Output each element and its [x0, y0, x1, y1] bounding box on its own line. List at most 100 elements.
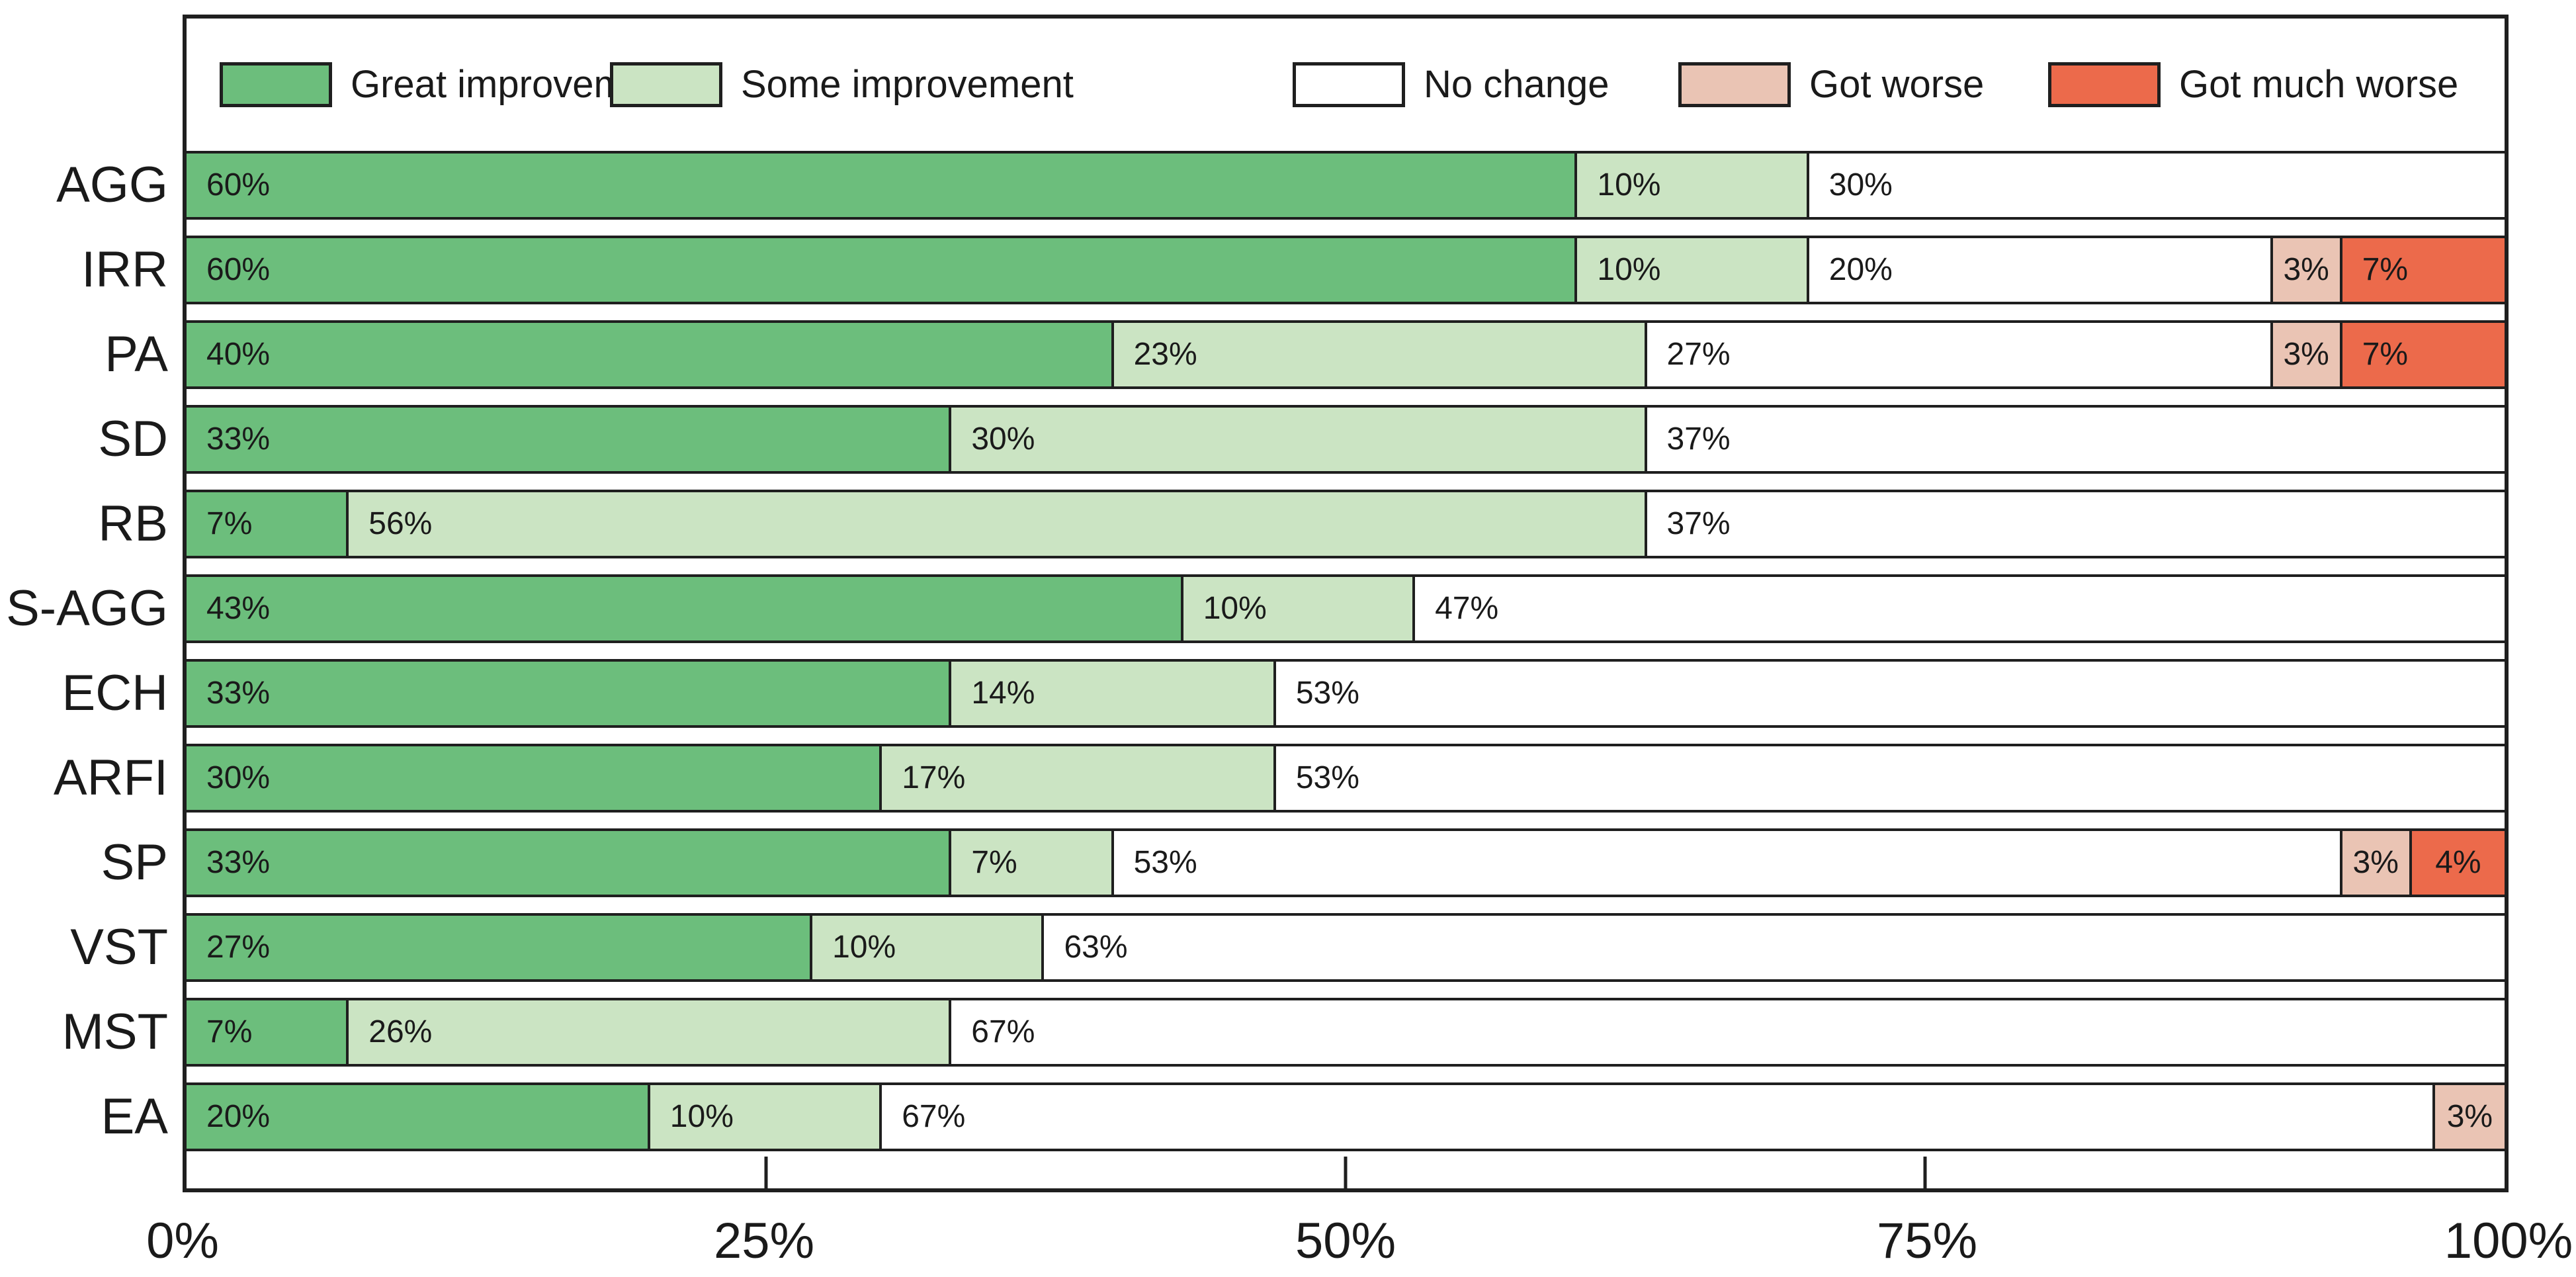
segment-value-label: 30%	[206, 760, 271, 795]
segment-value-label: 26%	[368, 1014, 433, 1049]
bar-row-irr: 60% 10% 20% 3% 7%	[187, 236, 2505, 304]
x-axis-label: 50%	[1295, 1213, 1396, 1269]
segment-value-label: 10%	[1597, 167, 1661, 202]
legend-label: No change	[1424, 63, 1610, 106]
segment-value-label: 17%	[902, 760, 966, 795]
category-label-irr: IRR	[81, 242, 168, 298]
bar-segment: 7%	[187, 1000, 349, 1064]
category-label-sd: SD	[98, 411, 168, 467]
legend-label: Some improvement	[741, 63, 1074, 106]
segment-value-label: 67%	[902, 1099, 966, 1134]
bar-segment: 20%	[1809, 238, 2273, 302]
x-axis-label: 100%	[2444, 1213, 2573, 1269]
bar-segment: 33%	[187, 831, 952, 895]
segment-value-label: 37%	[1666, 506, 1731, 541]
bar-segment: 37%	[1647, 492, 2505, 556]
segment-value-label: 7%	[206, 506, 253, 541]
segment-value-label: 7%	[206, 1014, 253, 1049]
legend-item: No change	[1293, 19, 1610, 151]
bar-segment: 37%	[1647, 408, 2505, 471]
category-label-mst: MST	[62, 1004, 168, 1060]
segment-value-label: 56%	[368, 506, 433, 541]
x-axis-labels: 0% 25% 50% 75% 100%	[146, 1213, 2573, 1276]
segment-value-label: 53%	[1295, 760, 1359, 795]
segment-value-label: 27%	[1666, 337, 1731, 372]
segment-value-label: 3%	[2352, 845, 2399, 880]
category-label-rb: RB	[98, 496, 168, 552]
bar-row-rb: 7% 56% 37%	[187, 490, 2505, 558]
legend-swatch	[610, 62, 722, 107]
category-label-ech: ECH	[62, 665, 168, 721]
x-axis-tick	[764, 1157, 768, 1188]
segment-value-label: 14%	[971, 676, 1035, 711]
bar-segment: 4%	[2411, 831, 2505, 895]
segment-value-label: 23%	[1133, 337, 1197, 372]
bar-segment: 47%	[1415, 577, 2505, 640]
segment-value-label: 20%	[206, 1099, 271, 1134]
bar-segment: 53%	[1275, 662, 2505, 725]
bar-segment: 7%	[951, 831, 1114, 895]
bar-row-mst: 7% 26% 67%	[187, 998, 2505, 1067]
bar-segment: 53%	[1113, 831, 2342, 895]
bar-segment: 10%	[650, 1085, 882, 1149]
segment-value-label: 60%	[206, 167, 271, 202]
legend-label: Got much worse	[2179, 63, 2459, 106]
bar-segment: 67%	[882, 1085, 2435, 1149]
bar-segment: 3%	[2272, 323, 2342, 386]
segment-value-label: 10%	[1597, 252, 1661, 287]
category-label-arfi: ARFI	[53, 750, 168, 806]
bar-segment: 33%	[187, 662, 952, 725]
bar-row-sd: 33% 30% 37%	[187, 405, 2505, 474]
bar-segment: 10%	[1183, 577, 1416, 640]
segment-value-label: 7%	[2362, 252, 2409, 287]
bar-row-s-agg: 43% 10% 47%	[187, 574, 2505, 643]
bar-segment: 3%	[2434, 1085, 2505, 1149]
segment-value-label: 63%	[1064, 930, 1128, 965]
bar-segment: 10%	[812, 916, 1045, 979]
bar-segment: 30%	[1809, 154, 2505, 217]
x-axis-tick	[1344, 1157, 1348, 1188]
segment-value-label: 27%	[206, 930, 271, 965]
segment-value-label: 7%	[2362, 337, 2409, 372]
bar-segment: 7%	[187, 492, 349, 556]
bar-segment: 7%	[2342, 323, 2505, 386]
segment-value-label: 43%	[206, 591, 271, 626]
legend-swatch	[2048, 62, 2161, 107]
segment-value-label: 40%	[206, 337, 271, 372]
x-axis-label: 0%	[146, 1213, 219, 1269]
x-axis-label: 25%	[713, 1213, 815, 1269]
bar-segment: 53%	[1275, 746, 2505, 810]
category-axis: AGG IRR PA SD RB S-AGG ECH ARFI SP VST MST EA	[0, 15, 168, 1192]
segment-value-label: 3%	[2446, 1099, 2493, 1134]
category-label-ea: EA	[101, 1088, 168, 1145]
bar-segment: 10%	[1577, 238, 1809, 302]
bar-row-ech: 33% 14% 53%	[187, 659, 2505, 728]
bar-segment: 30%	[187, 746, 882, 810]
bar-segment: 60%	[187, 238, 1578, 302]
chart-legend: Great improvement Some improvement No chan…	[187, 19, 2505, 151]
segment-value-label: 37%	[1666, 421, 1731, 457]
segment-value-label: 60%	[206, 252, 271, 287]
category-label-vst: VST	[70, 919, 168, 975]
bar-row-arfi: 30% 17% 53%	[187, 744, 2505, 813]
bar-segment: 27%	[187, 916, 813, 979]
bar-row-agg: 60% 10% 30%	[187, 151, 2505, 220]
segment-value-label: 53%	[1295, 676, 1359, 711]
bar-row-vst: 27% 10% 63%	[187, 913, 2505, 982]
bar-segment: 43%	[187, 577, 1183, 640]
bar-segment: 3%	[2342, 831, 2412, 895]
legend-item: Got worse	[1678, 19, 1984, 151]
segment-value-label: 67%	[971, 1014, 1035, 1049]
segment-value-label: 33%	[206, 421, 271, 457]
legend-swatch	[1293, 62, 1405, 107]
segment-value-label: 30%	[971, 421, 1035, 457]
bars-area: 60% 10% 30% 60% 10% 20% 3% 7% 40% 23% 27% 3% 7% 33% 30…	[187, 19, 2505, 1188]
segment-value-label: 10%	[669, 1099, 734, 1134]
category-label-s-agg: S-AGG	[6, 580, 168, 637]
chart-plot-box: Great improvement Some improvement No chan…	[183, 15, 2509, 1192]
bar-row-sp: 33% 7% 53% 3% 4%	[187, 828, 2505, 897]
bar-segment: 67%	[951, 1000, 2505, 1064]
segment-value-label: 33%	[206, 845, 271, 880]
bar-segment: 14%	[951, 662, 1276, 725]
